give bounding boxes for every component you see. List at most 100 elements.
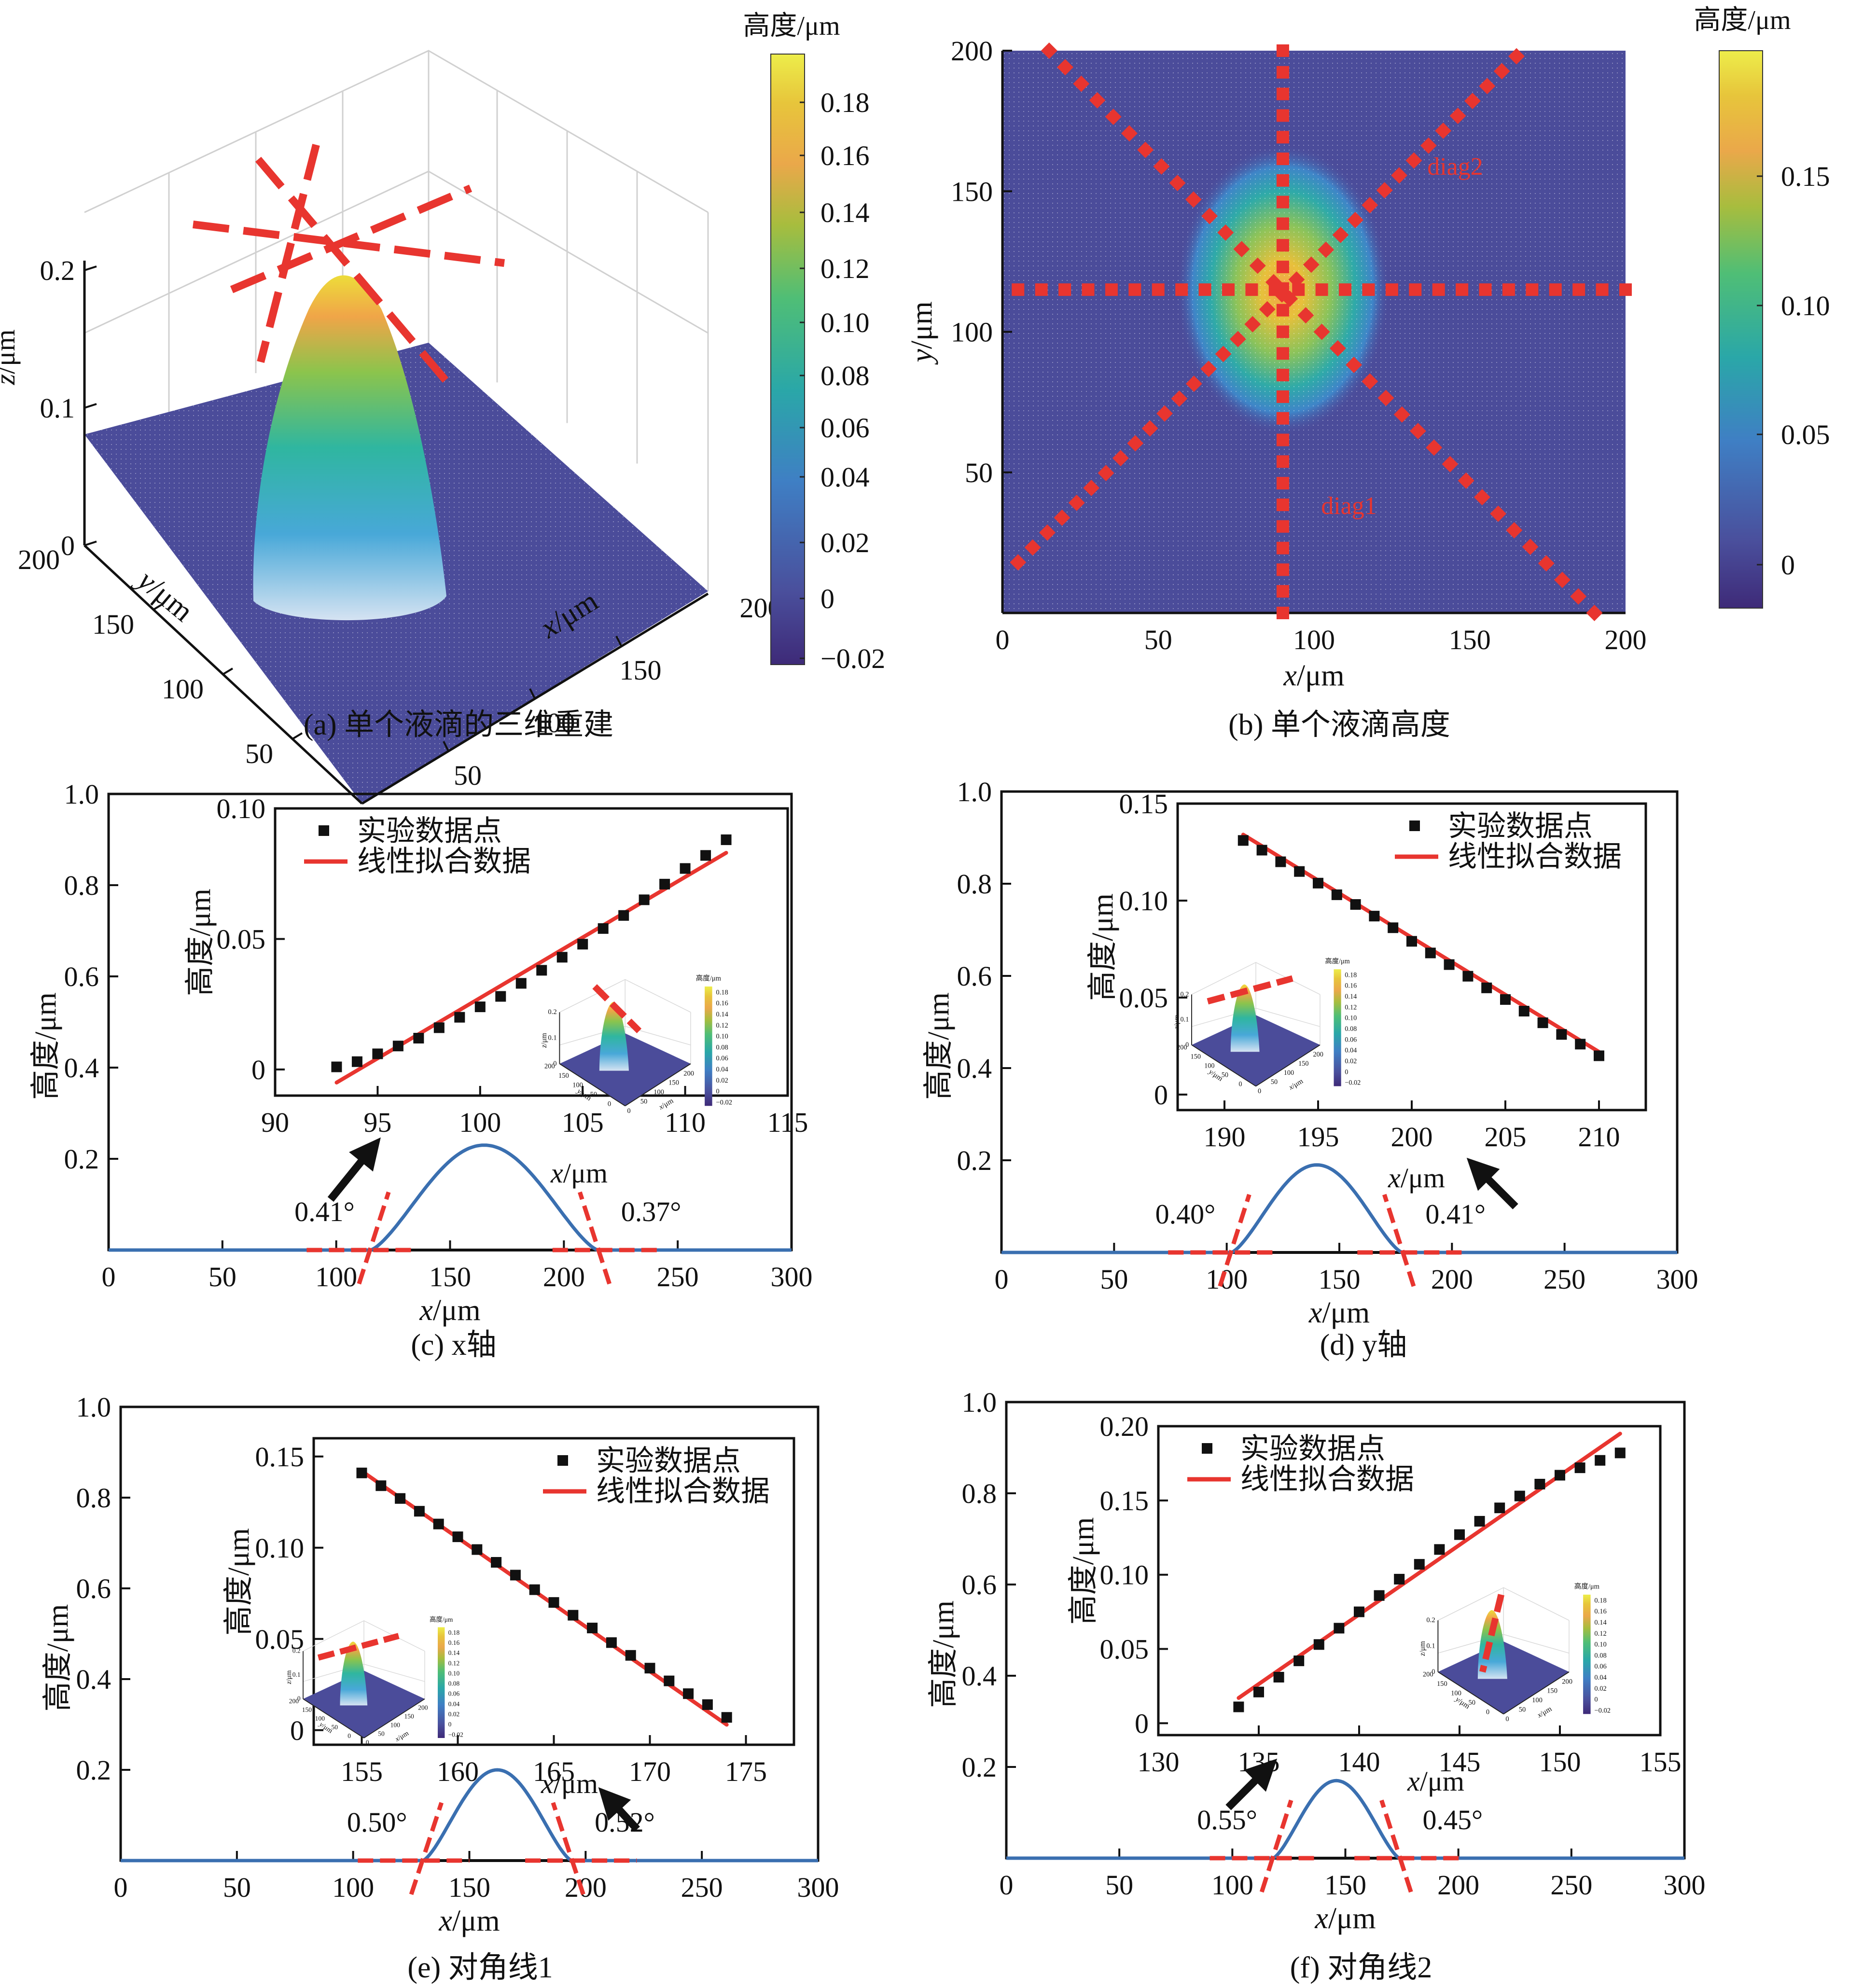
contact-angle-left: 0.50°	[347, 1807, 407, 1838]
contact-angle-left: 0.40°	[1155, 1198, 1216, 1230]
y-tick-label: 0.4	[957, 1053, 992, 1084]
marker-vertical	[1276, 109, 1289, 122]
inset-data-point	[1574, 1462, 1585, 1474]
inset-data-point	[1537, 1017, 1548, 1029]
inset-plot: 190 195 200 205 21000.050.100.15高度/μm实验数据点线性…	[1086, 788, 1647, 1194]
y-tick-label: 0.8	[76, 1482, 111, 1514]
marker-diag2	[1024, 539, 1041, 556]
colorbar-title: 高度/μm	[1694, 5, 1791, 35]
mini-y-tick: 150	[1437, 1680, 1447, 1688]
inset-data-point	[1313, 877, 1323, 889]
marker-horizontal	[1128, 283, 1141, 296]
mini-y-tick: 50	[1222, 1071, 1228, 1079]
mini-colorbar	[705, 986, 712, 1106]
inset-y-tick-label: 0	[1135, 1708, 1149, 1739]
x-tick-label: 100	[1293, 624, 1335, 655]
inset-y-tick-label: 0.05	[217, 923, 266, 955]
mini-colorbar-tick: 0.14	[448, 1649, 460, 1656]
tangent-line-left	[409, 1802, 444, 1895]
y-tick-label: 1.0	[962, 1387, 997, 1418]
x-tick-label: 50	[1100, 1264, 1128, 1295]
mini-colorbar-tick: 0.06	[716, 1055, 728, 1062]
marker-vertical	[1276, 217, 1289, 230]
inset-data-point	[1462, 971, 1474, 982]
inset-data-point	[606, 1637, 617, 1648]
inset-y-tick-label: 0	[251, 1054, 265, 1085]
mini-z-tick: 0	[553, 1060, 556, 1068]
mini-y-tick: 50	[332, 1724, 338, 1731]
marker-vertical	[1276, 563, 1289, 576]
pointer-arrow-head	[349, 1137, 381, 1172]
mini-y-tick: 150	[1191, 1053, 1201, 1061]
inset-data-point	[1474, 1515, 1485, 1527]
mini-section-line	[317, 1633, 400, 1661]
inset-data-point	[1294, 866, 1305, 877]
mini-colorbar	[1334, 969, 1341, 1086]
mini-y-tick: 100	[315, 1715, 325, 1722]
x-tick-label: 250	[1550, 1869, 1592, 1901]
marker-horizontal	[1198, 283, 1211, 296]
mini-colorbar-title: 高度/μm	[1325, 957, 1350, 965]
inset-data-point	[1500, 994, 1511, 1005]
mini-colorbar-tick: 0.12	[716, 1022, 728, 1029]
mini-colorbar-tick: 0.18	[448, 1629, 460, 1636]
inset-y-tick-label: 0.05	[1119, 982, 1168, 1014]
x-tick-label: 100	[1211, 1869, 1253, 1901]
inset-y-tick-label: 0.10	[1119, 885, 1168, 917]
y-axis-label: 高度/μm	[922, 992, 955, 1100]
inset-data-point	[331, 1061, 342, 1072]
x-tick-label: 150	[429, 1261, 471, 1293]
mini-x-tick: 150	[668, 1079, 679, 1087]
marker-diag2	[1054, 509, 1070, 526]
inset-data-point	[454, 1012, 465, 1023]
panel-a-3d-surface: 00.10.205010015020050100150200z/μmy/μmx/…	[0, 11, 885, 873]
marker-vertical	[1276, 520, 1289, 533]
marker-vertical	[1276, 607, 1289, 619]
marker-horizontal	[1152, 283, 1165, 296]
marker-vertical	[1276, 44, 1289, 57]
marker-horizontal	[1572, 283, 1585, 296]
tangent-line-left	[1218, 1194, 1251, 1287]
inset-data-point	[625, 1650, 636, 1661]
x-tick-label: 200	[1605, 624, 1647, 655]
tangent-line-left	[357, 1191, 391, 1285]
colorbar-tick-label: 0.05	[1781, 419, 1830, 450]
mini-colorbar-tick: 0.18	[1345, 971, 1357, 979]
legend-label-fit: 线性拟合数据	[1448, 841, 1622, 873]
y-tick-label: 200	[18, 544, 60, 575]
mini-colorbar	[1583, 1594, 1591, 1714]
mini-z-tick: 0.2	[292, 1647, 301, 1654]
pointer-arrow-head	[1466, 1157, 1500, 1191]
inset-data-point	[577, 939, 588, 950]
mini-colorbar-tick: 0.16	[716, 1000, 728, 1007]
marker-diag1	[1554, 571, 1571, 588]
mini-colorbar-tick: 0.12	[1594, 1630, 1606, 1638]
x-tick-label: 250	[1543, 1264, 1585, 1295]
inset-data-point	[1256, 845, 1267, 856]
x-tick-label: 150	[1324, 1869, 1366, 1901]
z-tick-mark	[84, 541, 97, 546]
mini-x-axis	[1255, 1044, 1321, 1087]
marker-horizontal	[1432, 283, 1445, 296]
colorbar-tick-label: 0.16	[820, 140, 870, 171]
colorbar-gradient	[1719, 50, 1763, 609]
mini-colorbar-tick: 0	[1345, 1068, 1348, 1076]
y-tick-label: 0.6	[962, 1569, 997, 1600]
z-tick-label: 0.2	[40, 255, 75, 286]
inset-data-point	[1293, 1655, 1305, 1667]
caption-b: (b) 单个液滴高度	[1228, 709, 1450, 741]
inset-data-point	[515, 978, 527, 989]
inset-data-point	[433, 1518, 444, 1529]
inset-data-point	[1237, 835, 1249, 846]
inset-y-tick-label: 0.15	[1100, 1485, 1149, 1516]
inset-data-point	[680, 863, 691, 874]
inset-y-tick-label: 0.10	[255, 1532, 305, 1564]
mini-x-tick: 150	[1298, 1060, 1308, 1068]
inset-y-tick-label: 0.05	[255, 1624, 305, 1655]
marker-vertical	[1276, 455, 1289, 468]
x-tick-label: 300	[771, 1261, 813, 1293]
x-tick-label: 100	[533, 707, 575, 738]
inset-y-tick-label: 0.15	[255, 1441, 305, 1473]
marker-horizontal	[1058, 283, 1071, 296]
inset-y-tick-label: 0.05	[1100, 1634, 1149, 1665]
